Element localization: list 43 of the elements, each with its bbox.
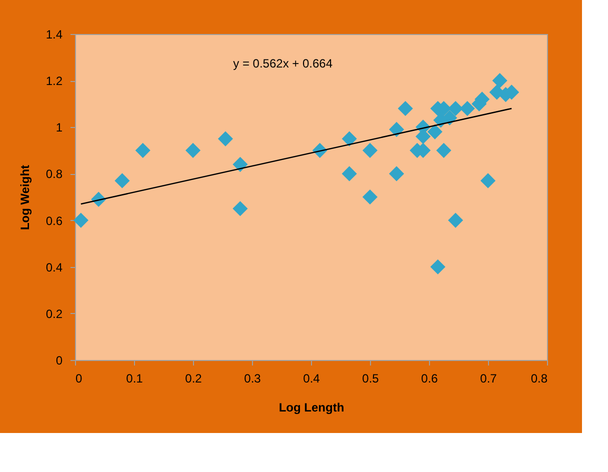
- x-tick-label: 0.4: [303, 372, 320, 386]
- point: [74, 213, 88, 228]
- point: [436, 143, 451, 158]
- point: [448, 213, 463, 228]
- point: [460, 101, 474, 116]
- y-tick-label: 1.4: [46, 28, 63, 42]
- x-tick-label: 0.6: [421, 372, 438, 386]
- point: [389, 122, 404, 137]
- point: [430, 260, 445, 274]
- point: [233, 157, 248, 172]
- point: [492, 73, 507, 88]
- point: [362, 190, 378, 204]
- point: [448, 101, 463, 116]
- point: [115, 174, 130, 188]
- y-tick-label: 1.2: [46, 74, 63, 88]
- x-tick-label: 0.3: [244, 372, 262, 386]
- x-tick-label: 0.5: [362, 372, 380, 386]
- y-tick-label: 0.6: [46, 214, 63, 228]
- point: [233, 202, 248, 216]
- y-tick-label: 1: [56, 120, 63, 135]
- point: [389, 166, 404, 181]
- y-tick-label: 0.4: [46, 260, 63, 274]
- point: [398, 101, 413, 116]
- point: [342, 132, 356, 146]
- annotation: y = 0.562x + 0.664: [233, 56, 333, 70]
- x-tick-label: 0.8: [530, 372, 548, 386]
- point: [186, 143, 200, 158]
- y-axis-title: Log Weight: [18, 164, 32, 230]
- y-tick-label: 0: [56, 354, 63, 368]
- x-tick-label: 0: [76, 372, 82, 386]
- point: [362, 143, 378, 158]
- point: [342, 166, 356, 181]
- x-tick-label: 0.7: [480, 372, 498, 386]
- point: [480, 174, 496, 188]
- point: [136, 143, 150, 158]
- x-axis-title: Log Length: [278, 400, 344, 414]
- x-tick-label: 0.1: [126, 372, 144, 386]
- point: [428, 124, 442, 139]
- point: [442, 110, 457, 125]
- x-tick-label: 0.2: [185, 372, 202, 386]
- y-tick-label: 0.2: [46, 306, 63, 321]
- y-tick-label: 0.8: [46, 167, 63, 182]
- point: [218, 132, 233, 146]
